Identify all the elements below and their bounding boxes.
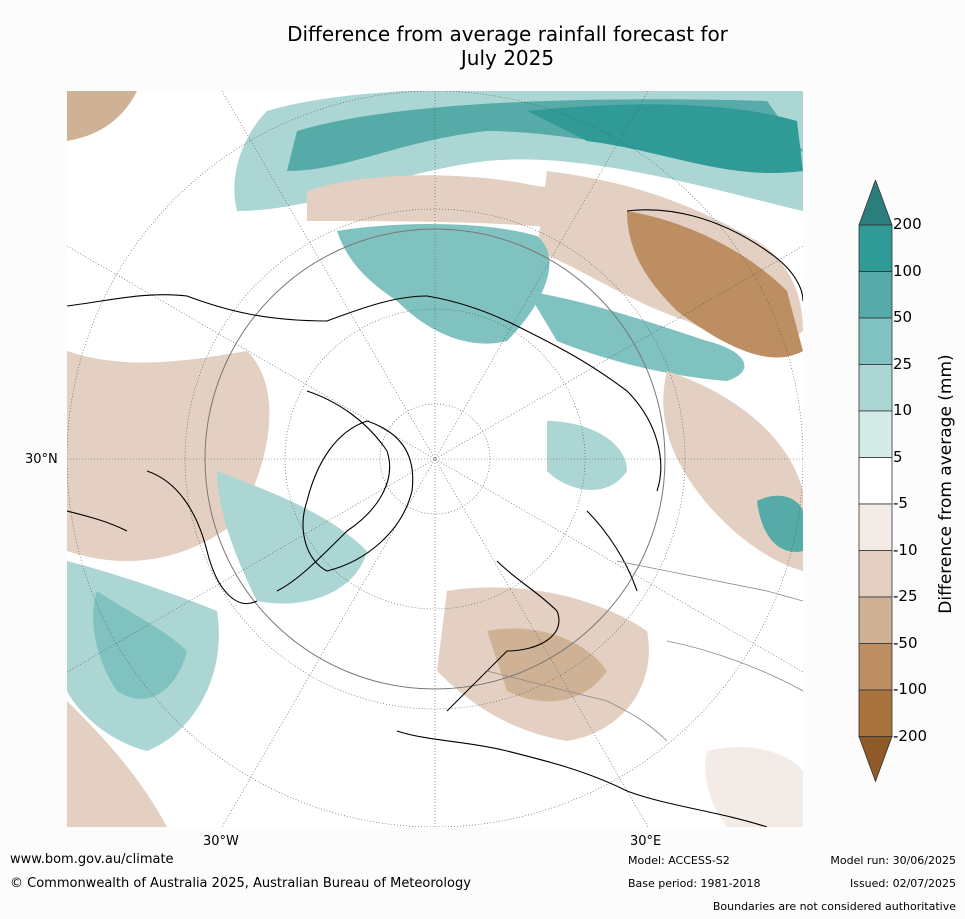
reference-circle bbox=[204, 228, 666, 690]
colorbar-segment bbox=[858, 596, 893, 644]
colorbar-tick-label: 200 bbox=[893, 215, 922, 233]
footer-copyright: © Commonwealth of Australia 2025, Austra… bbox=[10, 876, 471, 891]
colorbar-segment bbox=[858, 271, 893, 319]
colorbar-segment bbox=[858, 410, 893, 458]
colorbar-extend-top bbox=[858, 180, 893, 226]
footer-model-run: Model run: 30/06/2025 bbox=[830, 854, 956, 867]
chart-title: Difference from average rainfall forecas… bbox=[230, 22, 785, 70]
colorbar bbox=[858, 180, 893, 783]
colorbar-segment bbox=[858, 317, 893, 365]
footer-model: Model: ACCESS-S2 bbox=[628, 854, 730, 867]
colorbar-tick-label: -200 bbox=[893, 726, 928, 745]
map-shading bbox=[67, 91, 803, 827]
footer-base-period: Base period: 1981-2018 bbox=[628, 877, 761, 890]
colorbar-tick-label: 10 bbox=[893, 401, 913, 419]
colorbar-segment bbox=[858, 224, 893, 272]
colorbar-segment bbox=[858, 550, 893, 598]
lat-label-30n: 30°N bbox=[25, 452, 58, 467]
lon-label-30e: 30°E bbox=[630, 834, 662, 849]
colorbar-tick-label: -25 bbox=[893, 587, 918, 605]
borders bbox=[486, 560, 803, 742]
colorbar-segment bbox=[858, 689, 893, 737]
colorbar-tick-label: 5 bbox=[893, 447, 903, 466]
title-line-1: Difference from average rainfall forecas… bbox=[287, 22, 728, 46]
colorbar-label: Difference from average (mm) bbox=[936, 354, 956, 614]
colorbar-tick-label: 100 bbox=[893, 261, 922, 280]
rainfall-anomaly-map bbox=[67, 91, 803, 827]
graticule bbox=[67, 91, 803, 827]
colorbar-tick-label: -10 bbox=[893, 540, 918, 559]
colorbar-tick-label: -100 bbox=[893, 680, 928, 698]
footer-url: www.bom.gov.au/climate bbox=[10, 852, 174, 867]
coastlines bbox=[67, 209, 803, 827]
footer-disclaimer: Boundaries are not considered authoritat… bbox=[712, 900, 956, 913]
footer-issued: Issued: 02/07/2025 bbox=[849, 877, 956, 890]
colorbar-tick-label: -5 bbox=[893, 494, 908, 512]
colorbar-tick-label: 50 bbox=[893, 308, 913, 326]
colorbar-tick-label: -50 bbox=[893, 633, 918, 652]
colorbar-segment bbox=[858, 364, 893, 412]
colorbar-segment bbox=[858, 503, 893, 551]
lon-label-30w: 30°W bbox=[203, 834, 239, 849]
colorbar-segment bbox=[858, 643, 893, 691]
colorbar-segment bbox=[858, 457, 893, 505]
colorbar-tick-label: 25 bbox=[893, 354, 913, 373]
colorbar-extend-bottom bbox=[858, 736, 893, 783]
title-line-2: July 2025 bbox=[460, 46, 555, 70]
